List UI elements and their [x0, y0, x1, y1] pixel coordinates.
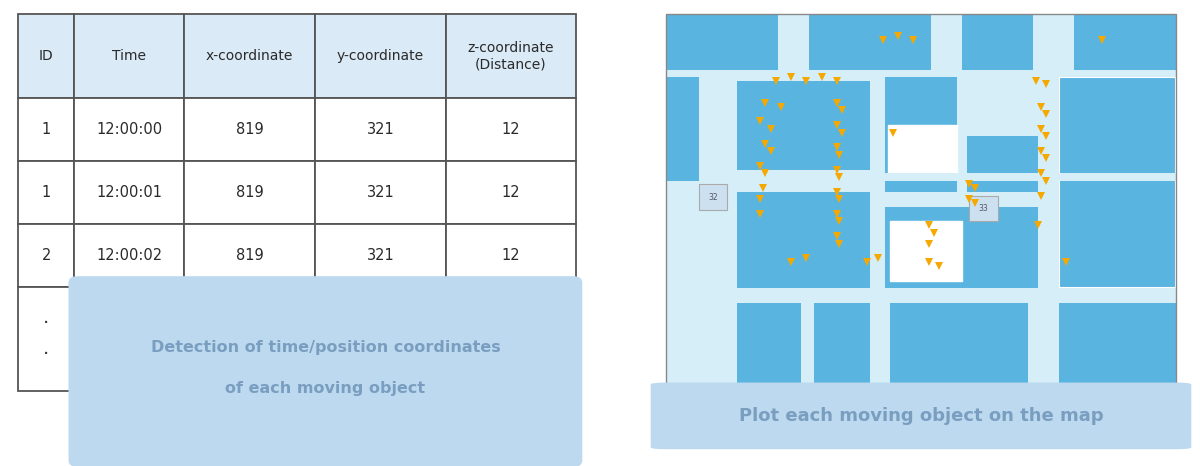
Text: ID: ID — [38, 49, 54, 63]
Bar — [1058, 77, 1176, 288]
Bar — [445, 14, 576, 98]
Text: 321: 321 — [366, 185, 395, 200]
Bar — [1044, 69, 1058, 384]
Bar — [888, 125, 956, 177]
Text: 12:00:01: 12:00:01 — [96, 185, 162, 200]
Bar — [314, 161, 445, 224]
Bar — [700, 185, 727, 210]
Bar — [802, 303, 809, 384]
Bar — [1058, 303, 1176, 384]
Text: 819: 819 — [235, 248, 264, 263]
Bar — [666, 69, 1176, 77]
Bar — [18, 287, 74, 391]
Bar — [809, 14, 931, 69]
Bar — [1074, 14, 1176, 69]
Bar — [185, 224, 314, 287]
Text: 819: 819 — [235, 123, 264, 137]
Text: Time: Time — [113, 49, 146, 63]
Text: 12: 12 — [502, 248, 521, 263]
Bar — [74, 224, 185, 287]
Bar — [666, 14, 779, 69]
Text: ·: · — [508, 345, 514, 364]
Text: Plot each moving object on the map: Plot each moving object on the map — [739, 407, 1103, 425]
Bar — [18, 98, 74, 161]
Text: 12:00:00: 12:00:00 — [96, 123, 162, 137]
Bar — [185, 98, 314, 161]
Bar — [881, 69, 956, 192]
FancyBboxPatch shape — [650, 383, 1192, 449]
Bar — [1069, 88, 1166, 281]
Bar — [666, 288, 1176, 303]
Text: of each moving object: of each moving object — [226, 381, 426, 397]
Bar — [185, 161, 314, 224]
Bar — [314, 98, 445, 161]
Bar — [962, 14, 1033, 69]
Bar — [74, 14, 185, 98]
Bar — [18, 161, 74, 224]
Bar — [967, 136, 1038, 192]
Text: 819: 819 — [235, 185, 264, 200]
Bar — [890, 221, 962, 281]
Text: z-coordinate
(Distance): z-coordinate (Distance) — [468, 41, 554, 71]
Bar — [814, 303, 875, 384]
Bar — [185, 287, 314, 391]
Bar — [666, 77, 700, 181]
Bar — [314, 14, 445, 98]
Bar — [881, 206, 1013, 288]
Bar — [870, 69, 886, 384]
Text: ·: · — [43, 345, 49, 364]
Bar — [738, 192, 870, 288]
Text: 2: 2 — [42, 248, 50, 263]
Bar — [970, 196, 997, 221]
Text: 321: 321 — [366, 123, 395, 137]
Bar — [445, 287, 576, 391]
Bar — [445, 161, 576, 224]
Bar — [314, 287, 445, 391]
Bar — [738, 303, 804, 384]
Text: y-coordinate: y-coordinate — [337, 49, 424, 63]
Bar — [314, 224, 445, 287]
Text: ·: · — [43, 314, 49, 333]
Bar — [18, 224, 74, 287]
Bar — [1069, 88, 1166, 281]
Text: 12:00:02: 12:00:02 — [96, 248, 162, 263]
Bar — [702, 173, 1176, 181]
Bar — [718, 69, 738, 303]
Bar — [1058, 77, 1176, 288]
Text: x-coordinate: x-coordinate — [206, 49, 293, 63]
Text: 321: 321 — [366, 248, 395, 263]
Text: 33: 33 — [978, 204, 988, 213]
Text: Detection of time/position coordinates: Detection of time/position coordinates — [150, 340, 500, 355]
Text: 12: 12 — [502, 185, 521, 200]
Text: ·: · — [508, 314, 514, 333]
Bar — [445, 224, 576, 287]
Bar — [18, 14, 74, 98]
Bar — [445, 98, 576, 161]
Bar — [185, 14, 314, 98]
Text: 1: 1 — [42, 123, 50, 137]
Text: 1: 1 — [42, 185, 50, 200]
Bar — [74, 98, 185, 161]
Bar — [74, 287, 185, 391]
Bar — [74, 161, 185, 224]
Bar — [967, 206, 1038, 288]
FancyBboxPatch shape — [68, 276, 582, 466]
Text: 32: 32 — [708, 193, 718, 202]
Bar — [890, 303, 1028, 384]
Bar — [738, 81, 870, 170]
Text: 12: 12 — [502, 123, 521, 137]
